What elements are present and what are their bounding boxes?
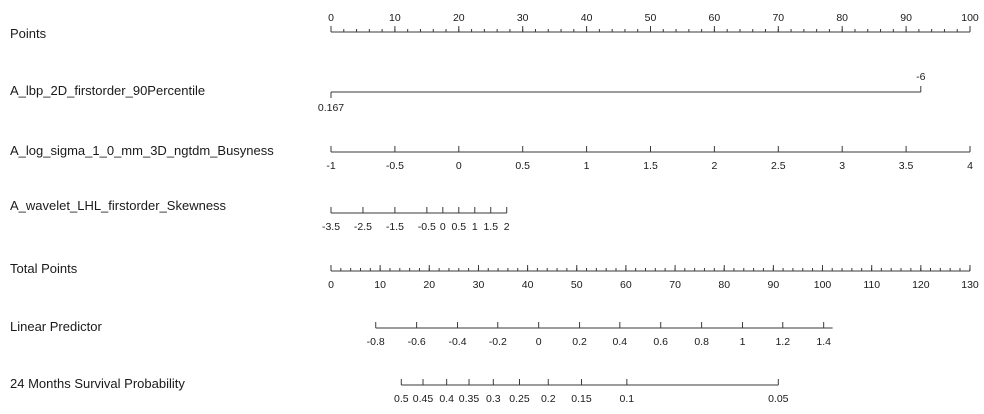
tick-label: 20 [423, 279, 435, 291]
axis-a-log-sigma-1-0-mm-3d-ngtdm-busyness: -1 -0.5 0 0.5 1 1.5 2 2.5 3 3.5 4 [326, 146, 973, 172]
tick-label: 110 [863, 279, 880, 291]
axis-points: 0 10 20 30 40 50 60 70 80 90 100 [328, 12, 979, 33]
tick-label: 1 [472, 221, 478, 233]
tick-label: -0.5 [386, 160, 404, 172]
tick-label: 1.4 [816, 336, 831, 348]
axis-24-months-survival-probability: 0.5 0.45 0.4 0.35 0.3 0.25 0.2 0.15 0.1 0.05 [394, 379, 789, 405]
tick-label: -0.6 [408, 336, 426, 348]
tick-label: 1.5 [483, 221, 498, 233]
tick-label: -0.5 [418, 221, 436, 233]
tick-label: 40 [522, 279, 534, 291]
tick-label: 10 [389, 12, 401, 24]
row-label-linear-predictor: Linear Predictor [10, 319, 102, 334]
tick-label: 0 [536, 336, 542, 348]
tick-label: 0.4 [439, 393, 454, 405]
tick-label: 1.2 [775, 336, 790, 348]
tick-label: 80 [836, 12, 848, 24]
tick-label: 100 [961, 12, 979, 24]
tick-label: 0.5 [394, 393, 409, 405]
tick-label: 60 [620, 279, 632, 291]
tick-label: 130 [961, 279, 979, 291]
axis-a-wavelet-lhl-firstorder-skewness: -3.5 -2.5 -1.5 -0.5 0 0.5 1 1.5 2 [322, 207, 510, 233]
tick-label: 0 [456, 160, 462, 172]
row-label-24-months-survival-probability: 24 Months Survival Probability [10, 376, 185, 391]
tick-label: 1.5 [643, 160, 658, 172]
tick-label: 0.5 [451, 221, 466, 233]
row-label-a-lbp-2d-firstorder-90percentile: A_lbp_2D_firstorder_90Percentile [10, 83, 205, 98]
tick-label: 30 [517, 12, 529, 24]
axis-linear-predictor: -0.8 -0.6 -0.4 -0.2 0 0.2 0.4 0.6 0.8 1 1.2 1.4 [367, 322, 833, 348]
tick-label: -0.4 [448, 336, 466, 348]
tick-label: -1.5 [386, 221, 404, 233]
tick-label: -2.5 [354, 221, 372, 233]
tick-label: 3.5 [899, 160, 914, 172]
tick-label: 0 [328, 12, 334, 24]
tick-label: 2 [711, 160, 717, 172]
row-label-a-wavelet-lhl-firstorder-skewness: A_wavelet_LHL_firstorder_Skewness [10, 198, 227, 213]
row-label-a-log-sigma-1-0-mm-3d-ngtdm-busyness: A_log_sigma_1_0_mm_3D_ngtdm_Busyness [10, 143, 274, 158]
tick-label: 70 [669, 279, 681, 291]
tick-label: 0.5 [515, 160, 530, 172]
tick-label: -0.2 [489, 336, 507, 348]
tick-label: -3.5 [322, 221, 340, 233]
tick-label: 1 [740, 336, 746, 348]
tick-label: -6 [916, 71, 925, 83]
tick-label: 70 [772, 12, 784, 24]
tick-label: 90 [900, 12, 912, 24]
row-label-total-points: Total Points [10, 261, 78, 276]
tick-label: 10 [374, 279, 386, 291]
tick-label: 0.2 [572, 336, 587, 348]
tick-label: 50 [571, 279, 583, 291]
tick-label: 0.15 [571, 393, 592, 405]
tick-label: 0.8 [694, 336, 709, 348]
tick-label: 3 [839, 160, 845, 172]
tick-label: 0.25 [509, 393, 530, 405]
tick-label: 30 [473, 279, 485, 291]
tick-label: 2 [504, 221, 510, 233]
tick-label: 0.45 [413, 393, 434, 405]
tick-label: 0.6 [653, 336, 668, 348]
tick-label: 0.3 [486, 393, 501, 405]
tick-label: 90 [768, 279, 780, 291]
tick-label: 0.4 [613, 336, 628, 348]
tick-label: 0 [440, 221, 446, 233]
tick-label: 0.05 [768, 393, 789, 405]
tick-label: 60 [709, 12, 721, 24]
tick-label: 50 [645, 12, 657, 24]
tick-label: 20 [453, 12, 465, 24]
tick-label: -0.8 [367, 336, 385, 348]
tick-label: 40 [581, 12, 593, 24]
axis-a-lbp-2d-firstorder-90percentile: 0.167 -6 [318, 71, 926, 114]
tick-label: -1 [326, 160, 335, 172]
tick-label: 80 [718, 279, 730, 291]
tick-label: 0.2 [541, 393, 556, 405]
tick-label: 4 [967, 160, 973, 172]
tick-label: 0.35 [459, 393, 480, 405]
tick-label: 120 [912, 279, 930, 291]
tick-label: 0 [328, 279, 334, 291]
row-label-points: Points [10, 26, 47, 41]
tick-label: 100 [814, 279, 832, 291]
tick-label: 1 [584, 160, 590, 172]
tick-label: 0.1 [620, 393, 635, 405]
tick-label: 2.5 [771, 160, 786, 172]
axis-total-points: 0 10 20 30 40 50 60 70 80 90 100 110 120 130 [328, 265, 979, 291]
tick-label: 0.167 [318, 102, 344, 114]
